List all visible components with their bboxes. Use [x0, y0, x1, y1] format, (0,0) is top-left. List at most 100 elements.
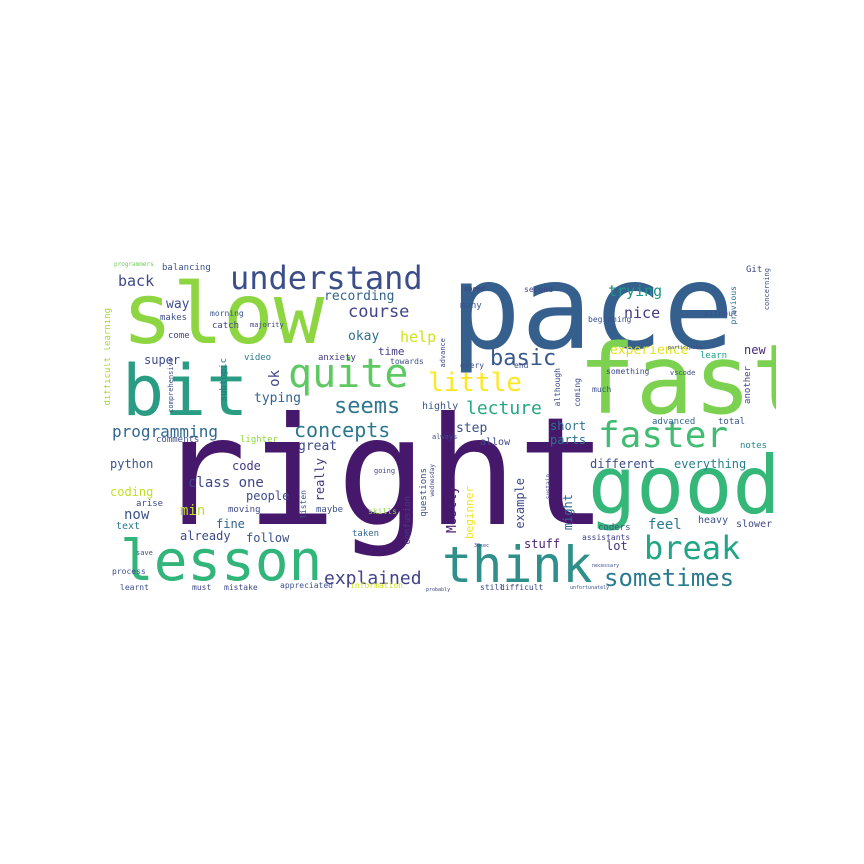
word-morning: morning	[210, 309, 244, 318]
word-going: going	[374, 467, 396, 475]
word-bit: bit	[122, 350, 249, 432]
word-example: example	[513, 478, 527, 529]
word-little: little	[428, 368, 522, 398]
word-slow: slow	[122, 265, 325, 363]
word-ok: ok	[267, 370, 283, 387]
word-text: text	[116, 521, 141, 532]
word-subtopic: subtopic	[219, 358, 229, 402]
word-feel: feel	[648, 517, 682, 533]
word-lecture: lecture	[466, 398, 542, 419]
word-heavy: heavy	[698, 515, 729, 526]
word-another: another	[743, 366, 753, 404]
word-coming: coming	[573, 378, 582, 407]
word-faster: faster	[598, 415, 729, 456]
word-sometimes: sometimes	[604, 564, 735, 592]
word-advanced: advanced	[652, 417, 696, 427]
word-beginning: beginning	[588, 315, 632, 324]
word-taken: taken	[352, 529, 380, 539]
word-fine: fine	[216, 517, 245, 531]
word-learn: learn	[700, 351, 728, 361]
word-might: might	[561, 494, 575, 531]
word-step: step	[456, 421, 488, 436]
word-vscode: vscode	[670, 369, 696, 377]
word-understand: understand	[230, 259, 423, 297]
word-confusion: confusion	[403, 496, 413, 545]
word-come: come	[168, 331, 190, 341]
word-highly: highly	[422, 401, 459, 412]
word-probably: 30sec	[474, 543, 490, 549]
word-python: python	[110, 457, 154, 471]
word-although: although	[553, 368, 562, 407]
word-appreciated: appreciated	[280, 581, 333, 590]
word-always: always	[432, 433, 458, 441]
word-makes: makes	[160, 313, 188, 323]
word-anxiety: anxiety	[318, 353, 356, 363]
word-towards: towards	[390, 357, 424, 366]
word-explained: explained	[324, 568, 422, 589]
word-super: super	[144, 353, 181, 367]
word-right: right	[156, 386, 608, 560]
word-great: great	[298, 439, 338, 454]
word-now: now	[124, 507, 150, 523]
word-wednesday: sustain	[545, 474, 552, 500]
word-parts: parts	[550, 433, 587, 447]
word-break: break	[644, 529, 741, 567]
word-participate: necessary	[592, 563, 620, 569]
word-arise: arise	[136, 499, 164, 509]
word-cloud: right pace slow fast good bit lesson thi…	[104, 258, 776, 598]
word-help: help	[400, 328, 437, 346]
word-coding: coding	[110, 485, 154, 499]
word-okay: okay	[348, 329, 380, 344]
word-comments: comments	[156, 435, 200, 445]
word-mistake: mistake	[224, 583, 258, 592]
word-without: without	[704, 309, 738, 318]
word-fast: fast	[578, 324, 776, 436]
word-time: time	[378, 345, 405, 358]
word-basic: basic	[490, 346, 557, 371]
word-git: Git	[746, 265, 763, 275]
word-coders: coders	[598, 523, 631, 533]
word-process: process	[112, 567, 146, 576]
word-nice: nice	[624, 304, 661, 322]
word-beginner: beginner	[463, 486, 476, 539]
word-think: think	[442, 536, 593, 594]
word-follow: follow	[246, 531, 290, 545]
word-programmers: programmers	[114, 261, 154, 268]
word-moving: moving	[228, 505, 261, 515]
word-way: way	[166, 297, 190, 312]
word-listen: listen	[299, 490, 308, 519]
word-stuff: stuff	[524, 537, 561, 551]
word-skills: skills	[368, 507, 397, 516]
word-lesson: lesson	[120, 529, 323, 594]
word-people: people	[246, 489, 290, 503]
word-already: already	[180, 529, 231, 543]
word-lot: lot	[606, 539, 628, 553]
word-every: every	[460, 361, 485, 370]
word-balancing: balancing	[162, 263, 211, 273]
word-really: really	[313, 458, 327, 502]
word-catch: catch	[212, 321, 240, 331]
word-majority: comprehensive	[167, 358, 175, 413]
word-class-one: class one	[188, 475, 264, 491]
word-programming: programming	[112, 422, 218, 441]
word-slower: slower	[736, 519, 773, 530]
word-trying: trying	[608, 282, 663, 300]
word-learnt: learnt	[120, 583, 149, 592]
word-notes: notes	[740, 441, 768, 451]
word-back: back	[118, 272, 155, 290]
word-30sec: save	[136, 549, 153, 557]
word-something: something	[606, 367, 650, 376]
word-good: good	[588, 439, 776, 532]
word-much: much	[592, 385, 612, 394]
word-video: video	[244, 353, 272, 363]
word-concepts: concepts	[294, 418, 391, 442]
word-maybe: maybe	[316, 505, 344, 515]
word-experience: experience	[610, 343, 689, 358]
word-difficult: difficult	[500, 583, 544, 592]
word-comprehensive: concerning	[763, 268, 771, 311]
word-possible: participate	[668, 345, 702, 351]
word-end: end	[514, 361, 529, 370]
word-many: many	[460, 301, 482, 311]
word-total: total	[718, 417, 746, 427]
word-information: information	[350, 581, 403, 590]
